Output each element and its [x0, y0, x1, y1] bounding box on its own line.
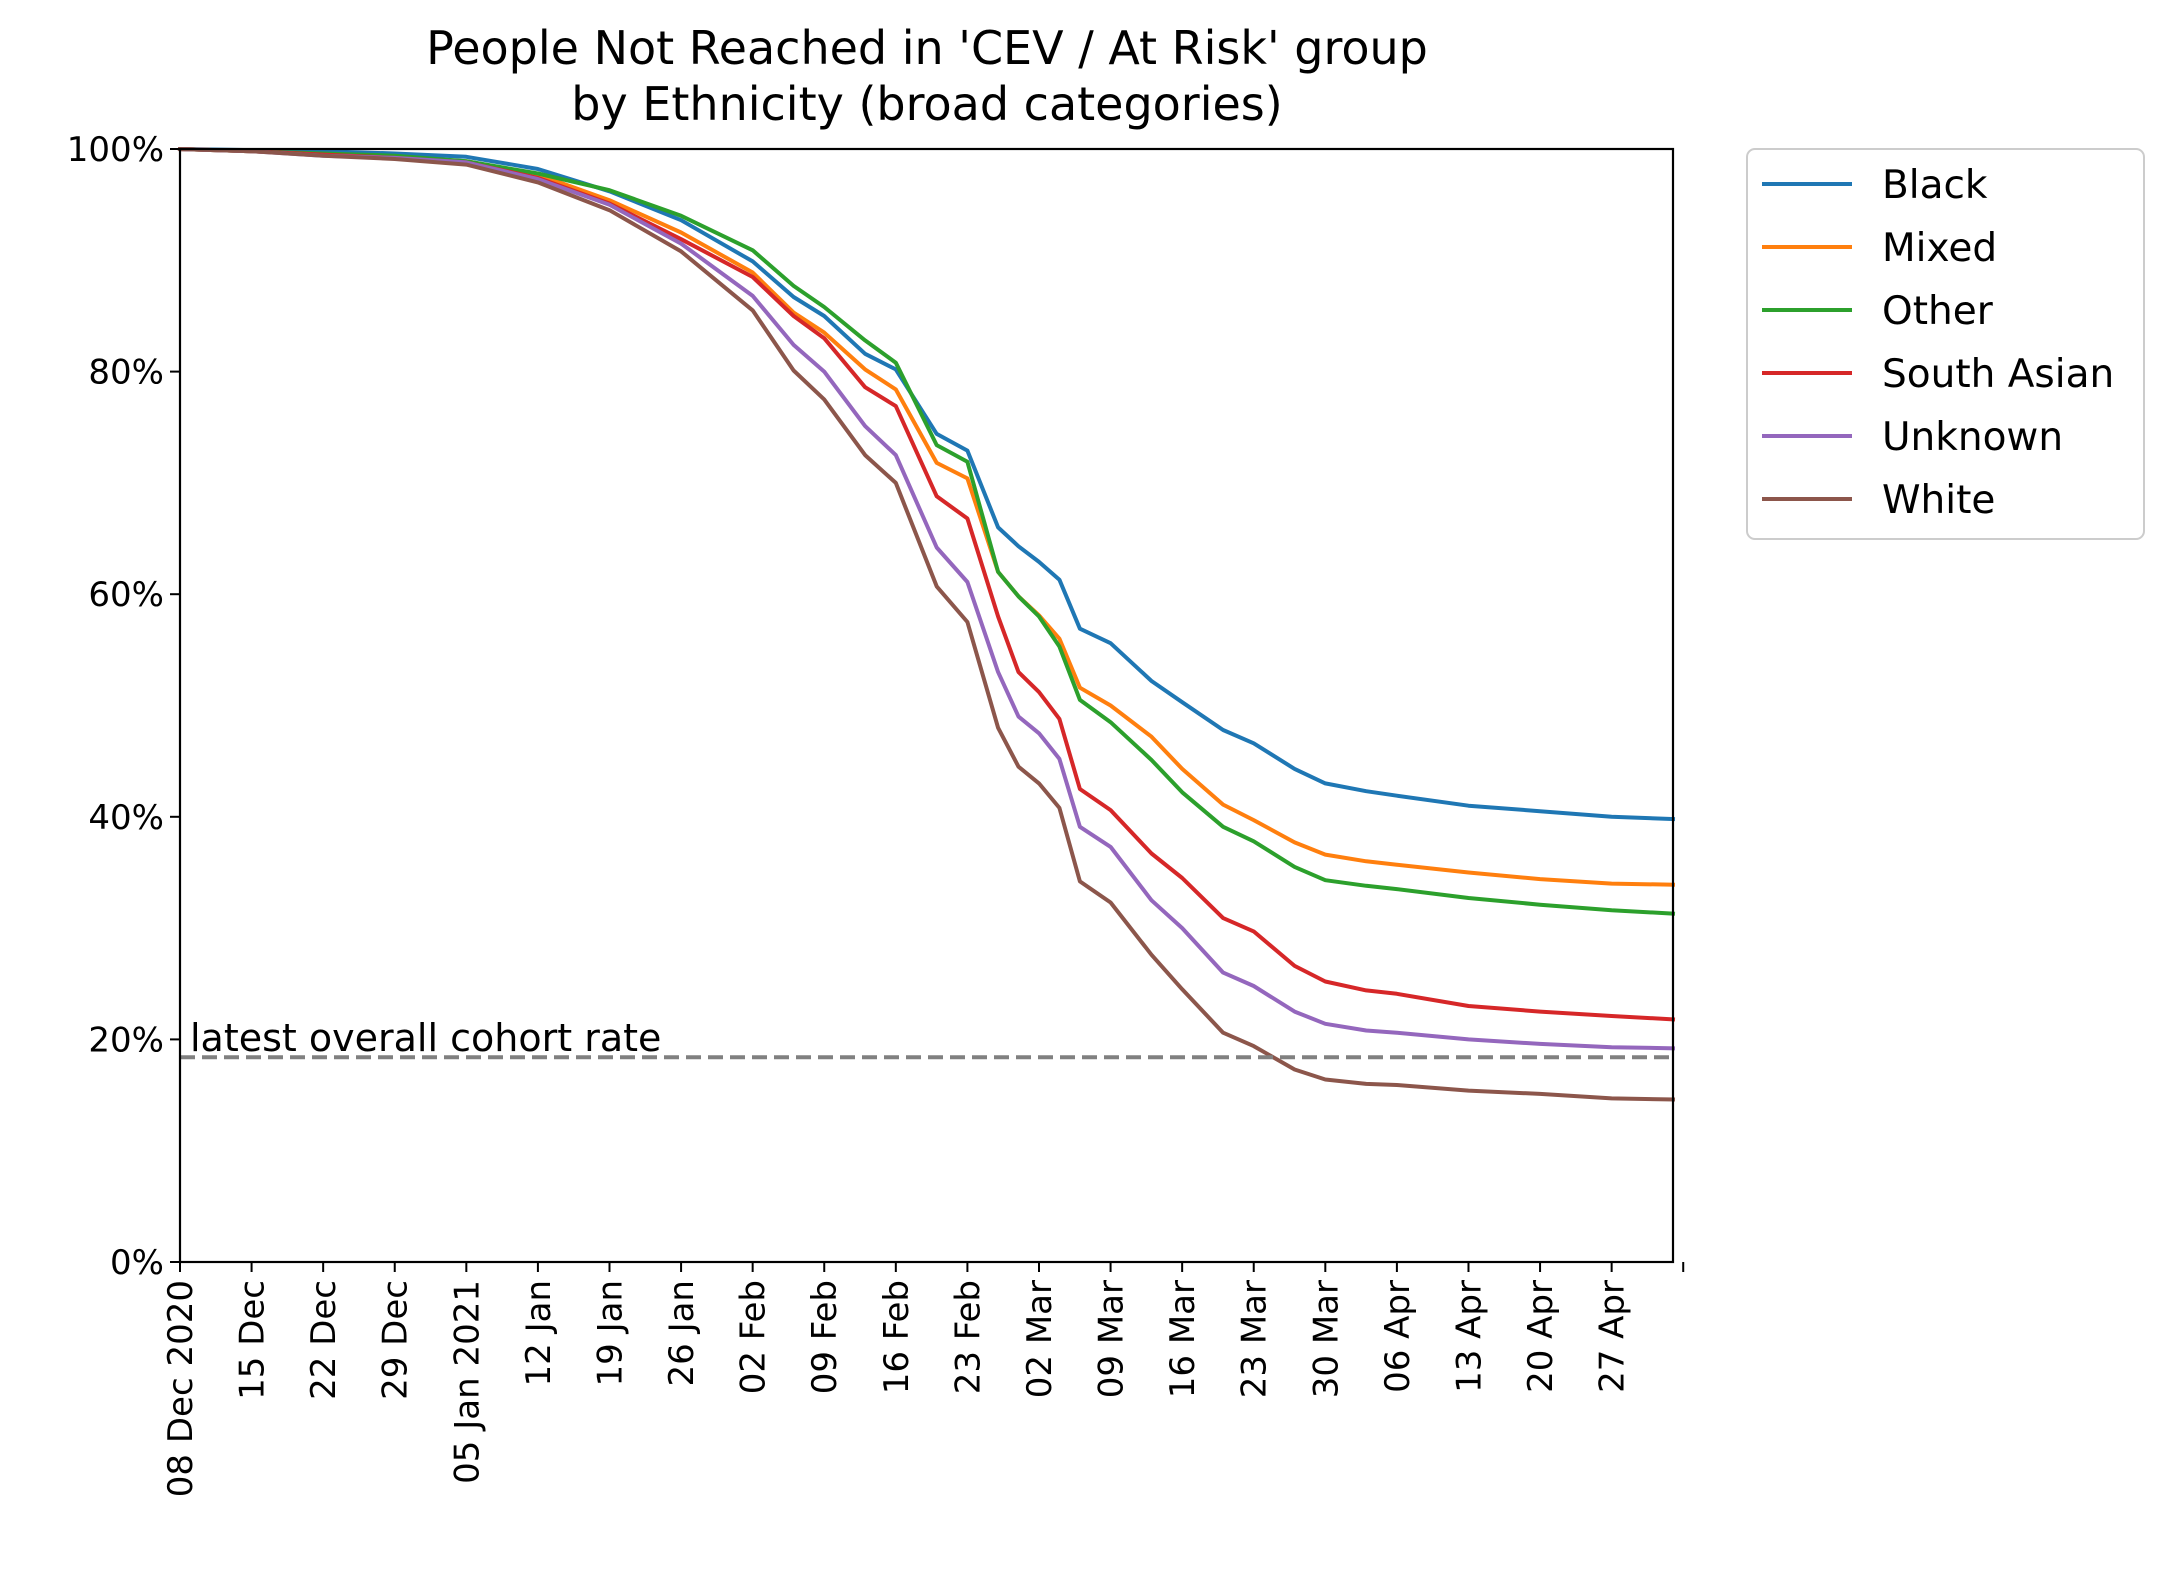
x-tick-label: 02 Mar [1020, 1280, 1060, 1398]
legend[interactable]: Black Mixed Other South Asian Unknown White [1746, 148, 2145, 540]
x-tick-label: 20 Apr [1521, 1280, 1561, 1393]
reference-layer: latest overall cohort rate [180, 1016, 1673, 1060]
legend-label: South Asian [1882, 352, 2114, 397]
x-tick-label: 13 Apr [1449, 1280, 1489, 1393]
x-tick-label: 16 Feb [877, 1280, 917, 1394]
x-tick-label: 30 Mar [1306, 1280, 1346, 1398]
legend-label: Black [1882, 163, 1988, 208]
y-tick-label: 100% [67, 130, 164, 170]
x-tick-label: 05 Jan 2021 [447, 1280, 487, 1484]
series-line-unknown [177, 146, 1676, 1051]
series-layer [177, 146, 1676, 1102]
x-tick-label: 15 Dec [233, 1280, 273, 1400]
y-tick-label: 0% [110, 1243, 164, 1283]
chart-subtitle: by Ethnicity (broad categories) [571, 77, 1282, 131]
x-tick-label: 02 Feb [734, 1280, 774, 1394]
x-tick-label: 19 Jan [590, 1280, 630, 1386]
series-line-other [177, 146, 1676, 916]
x-tick-label: 23 Mar [1235, 1280, 1275, 1398]
legend-item-south-asian[interactable]: South Asian [1762, 352, 2114, 397]
x-tick-label: 08 Dec 2020 [161, 1280, 201, 1497]
reference-line-label: latest overall cohort rate [190, 1016, 661, 1060]
plot-frame [178, 147, 1675, 1264]
y-tick-label: 20% [88, 1020, 164, 1060]
legend-item-white[interactable]: White [1762, 478, 1995, 523]
legend-item-other[interactable]: Other [1762, 289, 1994, 334]
y-axis: 0% 20% 40% 60% 80% 100% [67, 130, 180, 1283]
series-line-white [177, 146, 1676, 1102]
x-tick-label: 16 Mar [1163, 1280, 1203, 1398]
legend-item-mixed[interactable]: Mixed [1762, 226, 1997, 271]
x-axis: 08 Dec 2020 15 Dec 22 Dec 29 Dec 05 Jan 2021… [161, 1262, 1685, 1497]
x-tick-label: 23 Feb [948, 1280, 988, 1394]
legend-label: Other [1882, 289, 1994, 334]
x-tick-label: 26 Jan [662, 1280, 702, 1386]
legend-label: White [1882, 478, 1995, 523]
x-tick-label: 29 Dec [376, 1280, 416, 1400]
legend-label: Mixed [1882, 226, 1997, 271]
legend-label: Unknown [1882, 415, 2063, 460]
legend-items: Black Mixed Other South Asian Unknown White [1762, 163, 2114, 523]
y-tick-label: 80% [88, 353, 164, 393]
x-tick-label: 06 Apr [1378, 1280, 1418, 1393]
x-tick-label: 09 Mar [1092, 1280, 1132, 1398]
y-tick-label: 60% [88, 575, 164, 615]
legend-item-black[interactable]: Black [1762, 163, 1988, 208]
x-tick-label: 22 Dec [304, 1280, 344, 1400]
y-tick-label: 40% [88, 798, 164, 838]
series-line-black [177, 146, 1676, 822]
legend-item-unknown[interactable]: Unknown [1762, 415, 2063, 460]
x-tick-label: 09 Feb [805, 1280, 845, 1394]
x-tick-label: 12 Jan [519, 1280, 559, 1386]
chart-title: People Not Reached in 'CEV / At Risk' gr… [426, 21, 1428, 75]
x-tick-label: 27 Apr [1593, 1280, 1633, 1393]
